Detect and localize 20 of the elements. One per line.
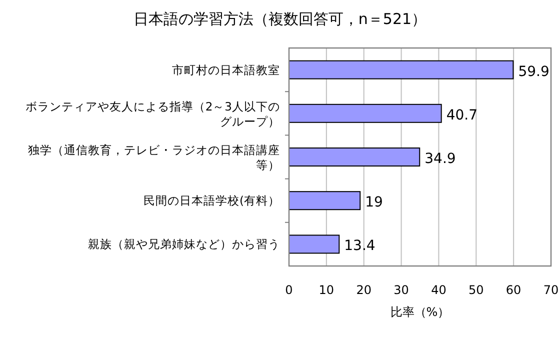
category: 独学（通信教育，テレビ・ラジオの日本語講座等）	[28, 143, 280, 172]
xtick: 40	[431, 283, 446, 297]
xlabel: 比率（%）	[390, 305, 450, 319]
data-label: 34.9	[424, 151, 456, 167]
xtick: 10	[318, 283, 334, 297]
data-label: 59.9	[518, 64, 550, 80]
xtick: 70	[543, 283, 559, 297]
title: 日本語の学習方法（複数回答可，n＝521）	[133, 10, 427, 28]
category: ボランティアや友人による指導（2～3人以下のグループ）	[25, 99, 280, 128]
category: 市町村の日本語教室	[172, 62, 280, 77]
xtick: 20	[356, 283, 372, 297]
data-label: 13.4	[344, 238, 376, 254]
data-label: 19	[365, 194, 383, 211]
xtick: 50	[468, 283, 484, 297]
category: 親族（親や兄弟姉妹など）から習う	[88, 237, 280, 252]
xtick: 0	[285, 283, 293, 297]
data-label: 40.7	[446, 107, 478, 124]
category: 民間の日本語学校(有料）	[144, 194, 280, 208]
xtick: 60	[506, 283, 522, 297]
xtick: 30	[394, 283, 409, 297]
